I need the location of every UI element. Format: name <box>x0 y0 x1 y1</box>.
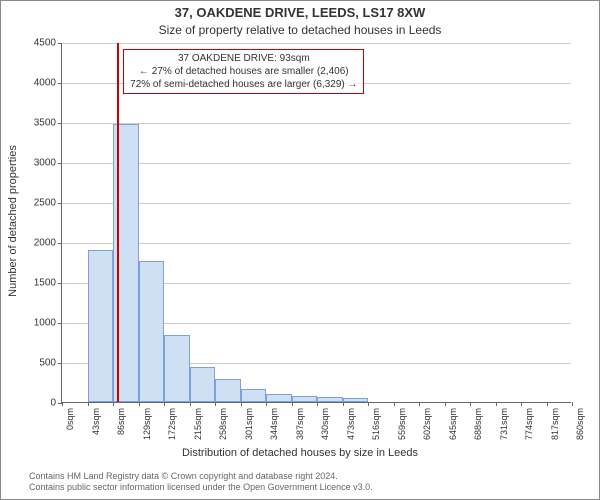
xtick-label: 0sqm <box>65 408 75 430</box>
xtick-label: 129sqm <box>142 408 152 440</box>
xtick-label: 43sqm <box>91 408 101 435</box>
histogram-bar <box>139 261 165 402</box>
ytick-mark <box>58 123 62 124</box>
xtick-mark <box>343 402 344 406</box>
xtick-label: 473sqm <box>346 408 356 440</box>
xtick-label: 731sqm <box>499 408 509 440</box>
xtick-label: 430sqm <box>320 408 330 440</box>
xtick-mark <box>139 402 140 406</box>
xtick-mark <box>572 402 573 406</box>
histogram-bar <box>88 250 114 402</box>
xtick-mark <box>419 402 420 406</box>
xtick-label: 645sqm <box>448 408 458 440</box>
histogram-bar <box>190 367 216 402</box>
annotation-line1: 37 OAKDENE DRIVE: 93sqm <box>130 52 357 65</box>
ytick-label: 1000 <box>34 318 56 329</box>
xtick-mark <box>445 402 446 406</box>
chart-subtitle: Size of property relative to detached ho… <box>1 23 599 37</box>
xtick-mark <box>215 402 216 406</box>
xtick-label: 516sqm <box>371 408 381 440</box>
ytick-label: 4000 <box>34 78 56 89</box>
histogram-bar <box>266 394 292 402</box>
ytick-mark <box>58 203 62 204</box>
xtick-mark <box>470 402 471 406</box>
gridline <box>62 43 571 44</box>
xtick-mark <box>394 402 395 406</box>
xtick-mark <box>62 402 63 406</box>
xtick-mark <box>521 402 522 406</box>
footer-attribution: Contains HM Land Registry data © Crown c… <box>29 471 373 494</box>
xtick-mark <box>368 402 369 406</box>
xtick-mark <box>241 402 242 406</box>
annotation-line2: ← 27% of detached houses are smaller (2,… <box>130 65 357 78</box>
x-axis-label: Distribution of detached houses by size … <box>1 447 599 459</box>
ytick-mark <box>58 163 62 164</box>
histogram-bar <box>164 335 190 402</box>
xtick-label: 559sqm <box>397 408 407 440</box>
ytick-label: 2500 <box>34 198 56 209</box>
ytick-mark <box>58 323 62 324</box>
histogram-bar <box>241 389 267 402</box>
ytick-label: 0 <box>50 398 56 409</box>
property-marker-line <box>117 43 119 402</box>
property-annotation: 37 OAKDENE DRIVE: 93sqm ← 27% of detache… <box>123 49 364 94</box>
xtick-label: 387sqm <box>295 408 305 440</box>
ytick-mark <box>58 43 62 44</box>
ytick-label: 500 <box>39 358 56 369</box>
xtick-mark <box>547 402 548 406</box>
ytick-label: 1500 <box>34 278 56 289</box>
xtick-label: 817sqm <box>550 408 560 440</box>
histogram-bar <box>317 397 343 402</box>
xtick-label: 172sqm <box>167 408 177 440</box>
xtick-mark <box>292 402 293 406</box>
ytick-label: 2000 <box>34 238 56 249</box>
histogram-bar <box>215 379 241 402</box>
xtick-mark <box>164 402 165 406</box>
xtick-label: 688sqm <box>473 408 483 440</box>
footer-line2: Contains public sector information licen… <box>29 482 373 494</box>
plot-area: 0500100015002000250030003500400045000sqm… <box>61 43 571 403</box>
histogram-bar <box>343 398 369 402</box>
footer-line1: Contains HM Land Registry data © Crown c… <box>29 471 373 483</box>
ytick-label: 3500 <box>34 118 56 129</box>
ytick-label: 3000 <box>34 158 56 169</box>
xtick-label: 344sqm <box>269 408 279 440</box>
ytick-label: 4500 <box>34 38 56 49</box>
histogram-bar <box>292 396 318 402</box>
xtick-mark <box>266 402 267 406</box>
xtick-label: 301sqm <box>244 408 254 440</box>
annotation-line3: 72% of semi-detached houses are larger (… <box>130 78 357 91</box>
ytick-mark <box>58 243 62 244</box>
ytick-mark <box>58 83 62 84</box>
xtick-mark <box>190 402 191 406</box>
xtick-label: 258sqm <box>218 408 228 440</box>
xtick-label: 215sqm <box>193 408 203 440</box>
ytick-mark <box>58 283 62 284</box>
xtick-mark <box>88 402 89 406</box>
y-axis-label: Number of detached properties <box>7 145 19 297</box>
xtick-label: 774sqm <box>524 408 534 440</box>
xtick-label: 602sqm <box>422 408 432 440</box>
chart-title: 37, OAKDENE DRIVE, LEEDS, LS17 8XW <box>1 5 599 20</box>
chart-container: 37, OAKDENE DRIVE, LEEDS, LS17 8XW Size … <box>0 0 600 500</box>
xtick-mark <box>496 402 497 406</box>
ytick-mark <box>58 363 62 364</box>
xtick-label: 860sqm <box>575 408 585 440</box>
xtick-label: 86sqm <box>116 408 126 435</box>
xtick-mark <box>113 402 114 406</box>
xtick-mark <box>317 402 318 406</box>
